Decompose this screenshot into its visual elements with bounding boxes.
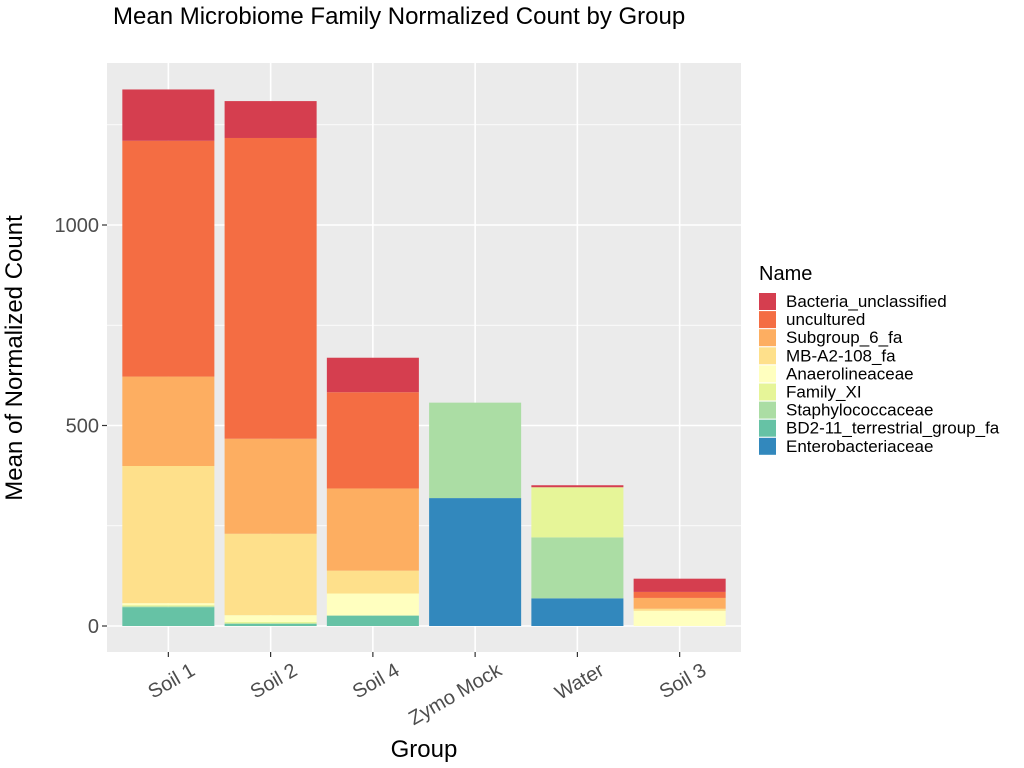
- legend-label: BD2-11_terrestrial_group_fa: [786, 419, 1000, 438]
- legend-swatch: [759, 365, 776, 383]
- legend-label: Anaerolineaceae: [786, 364, 914, 383]
- legend-label: Subgroup_6_fa: [786, 328, 903, 347]
- legend-swatch: [759, 437, 776, 455]
- bar-segment: [633, 578, 726, 592]
- legend-label: Bacteria_unclassified: [786, 292, 947, 311]
- x-axis-title: Group: [391, 736, 458, 763]
- bar-segment: [224, 533, 317, 616]
- chart-title: Mean Microbiome Family Normalized Count …: [113, 3, 685, 30]
- bar-segment: [326, 593, 419, 616]
- bar-segment: [326, 488, 419, 571]
- bar-segment: [633, 608, 726, 611]
- bar-segment: [122, 89, 215, 141]
- legend-swatch: [759, 347, 776, 365]
- x-tick-label: Soil 3: [656, 659, 710, 703]
- bar-segment: [224, 101, 317, 138]
- y-tick-label: 500: [66, 416, 99, 438]
- bar-segment: [429, 402, 522, 499]
- y-axis-ticks: 0 500 1000: [55, 215, 107, 638]
- legend-label: Family_XI: [786, 383, 862, 402]
- legend-swatch: [759, 419, 776, 437]
- x-tick-label: Soil 2: [247, 659, 301, 703]
- legend-label: MB-A2-108_fa: [786, 346, 896, 365]
- y-axis-title: Mean of Normalized Count: [1, 215, 28, 501]
- y-tick-label: 0: [88, 616, 99, 638]
- bar-segment: [531, 485, 624, 488]
- bar-segment: [122, 605, 215, 607]
- legend-swatch: [759, 383, 776, 401]
- bar-segment: [224, 623, 317, 626]
- bar-segment: [122, 466, 215, 604]
- bar-segment: [122, 140, 215, 377]
- legend: Name Bacteria_unclassifiedunculturedSubg…: [759, 263, 1000, 456]
- bar-segment: [326, 570, 419, 594]
- bar-segment: [531, 487, 624, 538]
- bar-segment: [633, 610, 726, 626]
- bar-segment: [633, 597, 726, 609]
- x-tick-label: Soil 4: [349, 659, 403, 703]
- x-tick-label: Zymo Mock: [405, 659, 506, 730]
- legend-swatch: [759, 311, 776, 329]
- bar-segment: [224, 623, 317, 624]
- bar-segment: [224, 621, 317, 624]
- bar-segment: [122, 606, 215, 608]
- legend-label: Staphylococcaceae: [786, 401, 933, 420]
- bar-segment: [531, 537, 624, 599]
- bar-segment: [122, 607, 215, 626]
- bar-segment: [224, 615, 317, 622]
- bar-segment: [224, 438, 317, 534]
- bar-stacks: [122, 89, 726, 626]
- bar-segment: [326, 615, 419, 626]
- bar-segment: [429, 498, 522, 626]
- x-tick-label: Water: [551, 659, 608, 705]
- legend-label: Enterobacteriaceae: [786, 437, 933, 456]
- legend-swatch: [759, 293, 776, 310]
- legend-title: Name: [759, 263, 812, 285]
- bar-segment: [122, 603, 215, 606]
- legend-label: uncultured: [786, 310, 865, 329]
- legend-swatch: [759, 329, 776, 347]
- bar-segment: [531, 598, 624, 626]
- x-tick-label: Soil 1: [145, 659, 199, 703]
- bar-segment: [633, 591, 726, 598]
- bar-segment: [224, 137, 317, 439]
- bar-segment: [122, 376, 215, 467]
- legend-swatch: [759, 401, 776, 419]
- y-tick-label: 1000: [55, 215, 100, 237]
- x-axis-ticks: Soil 1 Soil 2 Soil 4 Zymo Mock Water Soil 3: [145, 652, 710, 730]
- bar-segment: [326, 357, 419, 393]
- bar-segment: [326, 392, 419, 489]
